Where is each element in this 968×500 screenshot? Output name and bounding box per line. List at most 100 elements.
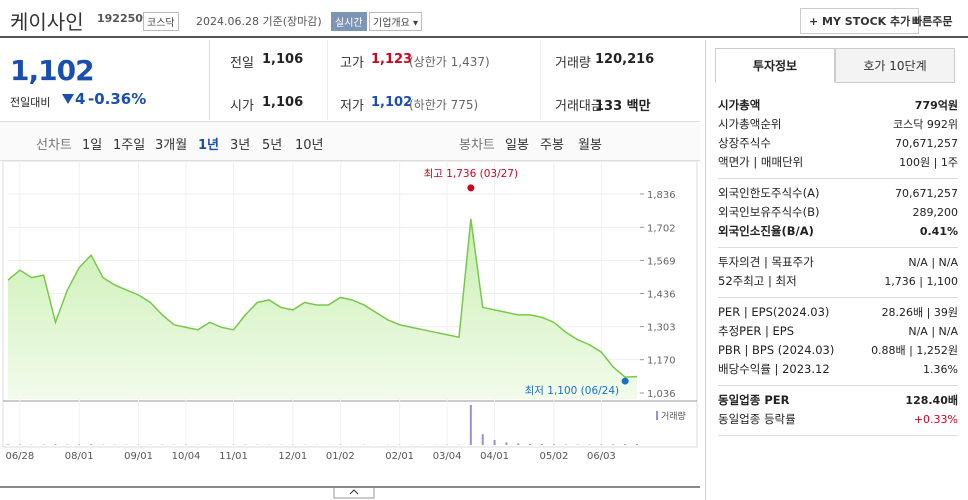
realtime-tag: 실시간 (331, 12, 367, 31)
info-label: PBR | BPS (2024.03) (718, 343, 835, 357)
quote-value: 1,106 (262, 52, 304, 67)
chart-tabs: 선차트 1일 1주일 3개월 1년 3년 5년 10년 봉차트 일봉 주봉 월봉 (0, 121, 700, 161)
info-row: 배당수익률 | 2023.12 1.36% (718, 360, 958, 379)
period-tab[interactable]: 3개월 (155, 138, 188, 153)
info-value: 70,671,257 (895, 187, 958, 200)
change-label: 전일대비 (10, 96, 51, 109)
annotation-dot (621, 377, 629, 385)
volume-bar (78, 444, 81, 445)
info-row: PBR | BPS (2024.03) 0.88배 | 1,252원 (718, 341, 958, 360)
plot-frame (2, 161, 698, 448)
area-fill (8, 218, 637, 399)
y-tick-label: 1,170 (647, 356, 676, 367)
info-row: 외국인소진율(B/A) 0.41% (718, 222, 958, 241)
info-label: 시가총액 (718, 98, 761, 112)
info-row: 상장주식수 70,671,257 (718, 134, 958, 153)
price-line (7, 218, 638, 378)
info-row: 시가총액순위 코스닥 992위 (718, 115, 958, 134)
volume-bar (552, 444, 555, 445)
x-tick-label: 11/01 (219, 451, 248, 462)
volume-bar (517, 443, 520, 445)
info-row: PER | EPS(2024.03) 28.26배 | 39원 (718, 303, 958, 322)
volume-bar (624, 444, 627, 445)
info-group: 동일업종 PER 128.40배 동일업종 등락률 +0.33% (718, 387, 958, 436)
volume-bar (541, 444, 544, 445)
info-tab[interactable]: 투자정보 (715, 48, 835, 83)
period-tab[interactable]: 5년 (262, 138, 283, 153)
y-tick-label: 1,702 (647, 223, 676, 234)
order-button[interactable]: 빠른주문 (912, 15, 953, 28)
info-row: 동일업종 PER 128.40배 (718, 391, 958, 410)
info-label: 추정PER | EPS (718, 324, 795, 338)
period-tab[interactable]: 10년 (295, 138, 324, 153)
date: 2024.06.28 기준(장마감) (196, 15, 322, 28)
info-value: N/A | N/A (908, 325, 958, 338)
quote-label: 거래량 (555, 56, 591, 71)
volume-bar (90, 444, 93, 445)
info-row: 액면가 | 매매단위 100원 | 1주 (718, 153, 958, 172)
price-chart: 1,836 1,702 1,569 1,436 1,303 1,170 1,036 06/28… (0, 161, 700, 499)
info-value: 코스닥 992위 (893, 118, 958, 131)
y-tick-label: 1,036 (647, 389, 676, 400)
quote-label: 시가 (230, 99, 254, 114)
info-value: 1,736 | 1,100 (884, 275, 958, 288)
volume-bar (481, 434, 484, 445)
volume-legend-swatch (656, 411, 658, 420)
info-label: 외국인보유주식수(B) (718, 205, 820, 219)
period-tab[interactable]: 1일 (82, 138, 103, 153)
quote-value: 1,106 (262, 95, 304, 110)
period-tab[interactable]: 1주일 (113, 138, 146, 153)
info-label: 시가총액순위 (718, 117, 782, 131)
current-price: 1,102 (10, 54, 95, 87)
info-value: 70,671,257 (895, 137, 958, 150)
collapse-button[interactable] (333, 486, 375, 499)
stock-name: 케이사인 (10, 10, 84, 34)
mystock-button[interactable]: + MY STOCK 추가 (800, 8, 920, 34)
price-box: 1,102 전일대비 4 -0.36% (0, 40, 210, 120)
collapse-icon (349, 489, 359, 495)
quote-label: 거래대금 (555, 99, 603, 114)
info-value: 100원 | 1주 (899, 156, 958, 169)
divider (327, 40, 328, 120)
x-tick-label: 10/04 (172, 451, 201, 462)
volume-bar (505, 442, 508, 445)
change-value: 4 (75, 90, 86, 108)
info-row: 외국인한도주식수(A) 70,671,257 (718, 184, 958, 203)
quote-label: 고가 (340, 56, 364, 71)
info-value: 128.40배 (905, 394, 958, 407)
quote-value: 120,216 (595, 52, 655, 67)
quote-value: 1,102 (371, 95, 413, 110)
x-tick-label: 01/02 (326, 451, 355, 462)
x-tick-label: 06/03 (587, 451, 616, 462)
stock-code: 192250 (97, 12, 143, 25)
annotation: 최고 1,736 (03/27) (424, 168, 519, 180)
period-tab[interactable]: 1년 (198, 138, 220, 153)
x-tick-label: 02/01 (385, 451, 414, 462)
info-tab[interactable]: 호가 10단계 (835, 48, 955, 83)
candle-tab[interactable]: 월봉 (578, 138, 602, 153)
candle-tab[interactable]: 일봉 (505, 138, 529, 153)
info-label: 외국인소진율(B/A) (718, 224, 814, 238)
volume-bar (54, 444, 57, 445)
volume-bar (493, 440, 496, 445)
period-tab[interactable]: 3년 (230, 138, 251, 153)
info-row: 외국인보유주식수(B) 289,200 (718, 203, 958, 222)
y-tick-label: 1,569 (647, 256, 676, 267)
candle-tab[interactable]: 주봉 (540, 138, 564, 153)
info-label: 상장주식수 (718, 136, 771, 150)
overview-button[interactable]: 기업개요 ▾ (369, 12, 423, 31)
info-row: 52주최고 | 최저 1,736 | 1,100 (718, 272, 958, 291)
info-value: 289,200 (912, 206, 959, 219)
info-row: 시가총액 779억원 (718, 96, 958, 115)
info-label: 동일업종 등락률 (718, 412, 796, 426)
tab-group-label: 봉차트 (459, 138, 495, 153)
info-label: 동일업종 PER (718, 393, 790, 407)
x-tick-label: 03/04 (433, 451, 462, 462)
quote-note: (상한가 1,437) (409, 55, 490, 69)
x-tick-label: 09/01 (124, 451, 153, 462)
info-value: 28.26배 | 39원 (881, 306, 958, 319)
